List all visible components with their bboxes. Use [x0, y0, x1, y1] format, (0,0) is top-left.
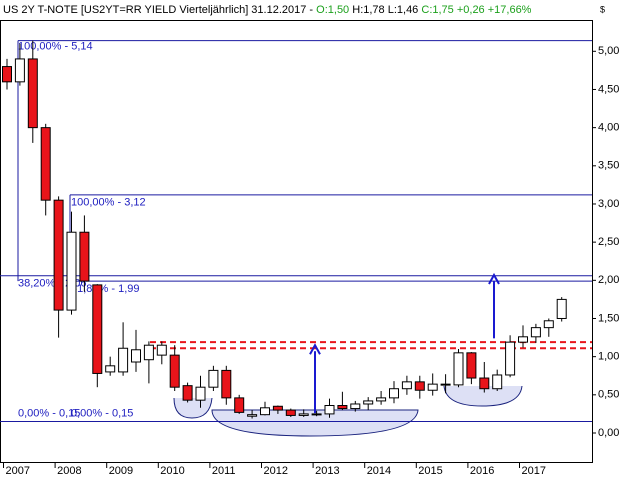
y-tick-label: 2,50	[598, 236, 619, 248]
candle-body	[260, 407, 270, 416]
candle-body	[543, 320, 554, 329]
candle-body	[247, 414, 258, 417]
candle-body	[40, 127, 51, 201]
candle-body	[427, 383, 438, 391]
plot: 0,00 0,50 1,00 1,50 2,00 2,50 3,00 3,50 4,00 4,50…	[0, 40, 619, 477]
y-tick-label: 2,00	[598, 274, 619, 286]
arrow-head	[488, 272, 500, 285]
candle-body	[79, 231, 90, 282]
candle-body	[105, 365, 116, 373]
plot-frame	[0, 20, 593, 463]
y-tick-label: 5,00	[598, 45, 619, 57]
pattern-arc	[211, 409, 419, 437]
x-tick-label: 2015	[418, 465, 442, 477]
candle-body	[27, 58, 38, 129]
candle-body	[2, 66, 12, 83]
fib-label: 100,00% - 3,12	[71, 197, 146, 209]
arrow-head	[309, 343, 321, 355]
candle-body	[208, 369, 219, 388]
candle-body	[298, 413, 309, 416]
fib-label: 61,80% - 1,99	[71, 283, 140, 295]
candle-body	[363, 400, 374, 405]
x-tick-label: 2009	[109, 465, 133, 477]
candle-body	[350, 403, 361, 410]
title-text: US 2Y T-NOTE [US2YT=RR YIELD Vierteljähr…	[3, 4, 313, 16]
candle-body	[479, 377, 490, 390]
x-tick-label: 2012	[264, 465, 288, 477]
y-tick-label: 1,50	[598, 312, 619, 324]
candle-body	[221, 369, 232, 399]
y-tick-label: 0,00	[598, 427, 619, 439]
x-tick-label: 2014	[367, 465, 391, 477]
candle-body	[195, 386, 206, 401]
y-tick-label: 1,00	[598, 351, 619, 363]
fib-label: 0,00% - 0,15	[71, 407, 133, 419]
pattern-arc	[173, 397, 213, 419]
x-tick-label: 2013	[315, 465, 339, 477]
candle-body	[156, 344, 167, 356]
x-tick-label: 2007	[6, 465, 30, 477]
y-tick-label: 3,50	[598, 160, 619, 172]
candle-body	[337, 405, 348, 410]
candle-body	[131, 349, 141, 363]
y-tick-label: 4,00	[598, 122, 619, 134]
x-tick-label: 2016	[470, 465, 494, 477]
title-close: C:1,75 +0,26 +17,66%	[421, 4, 531, 16]
candle-body	[143, 344, 154, 361]
candle-body	[556, 298, 567, 319]
candle-body	[453, 352, 464, 386]
candle-body	[182, 385, 193, 401]
candle-body	[118, 347, 129, 373]
candle-body	[285, 409, 296, 416]
candle-body	[440, 383, 451, 386]
candle-body	[53, 199, 64, 311]
chart-title: US 2Y T-NOTE [US2YT=RR YIELD Vierteljähr…	[3, 4, 532, 16]
y-tick-label: 0,50	[598, 389, 619, 401]
candle-body	[311, 413, 322, 416]
unit-label: $	[600, 4, 605, 14]
candle-body	[492, 374, 503, 390]
candle-body	[376, 397, 387, 402]
candle-body	[324, 405, 335, 415]
candle-body	[234, 397, 245, 413]
fib-label: 0,00% - 0,15	[18, 407, 80, 419]
candle-body	[272, 405, 283, 411]
candle-body	[169, 354, 180, 388]
candle-body	[505, 341, 516, 376]
candle-body	[466, 352, 477, 379]
x-tick-label: 2008	[57, 465, 81, 477]
y-tick-label: 4,50	[598, 83, 619, 95]
title-open: O:1,50	[316, 4, 349, 16]
candle-body	[518, 336, 528, 343]
candle-body	[530, 327, 541, 338]
candle-body	[401, 381, 412, 390]
x-tick-label: 2010	[160, 465, 184, 477]
x-tick-label: 2017	[522, 465, 546, 477]
fib-label: 100,00% - 5,14	[18, 41, 93, 53]
x-tick-label: 2011	[212, 465, 236, 477]
candle-body	[92, 284, 103, 374]
candle-body	[389, 388, 399, 399]
pattern-arc	[443, 385, 523, 407]
candle-body	[14, 58, 25, 83]
candle-body	[66, 231, 77, 311]
candle-body	[414, 381, 425, 391]
title-high-low: H:1,78 L:1,46	[352, 4, 418, 16]
y-tick-label: 3,00	[598, 198, 619, 210]
